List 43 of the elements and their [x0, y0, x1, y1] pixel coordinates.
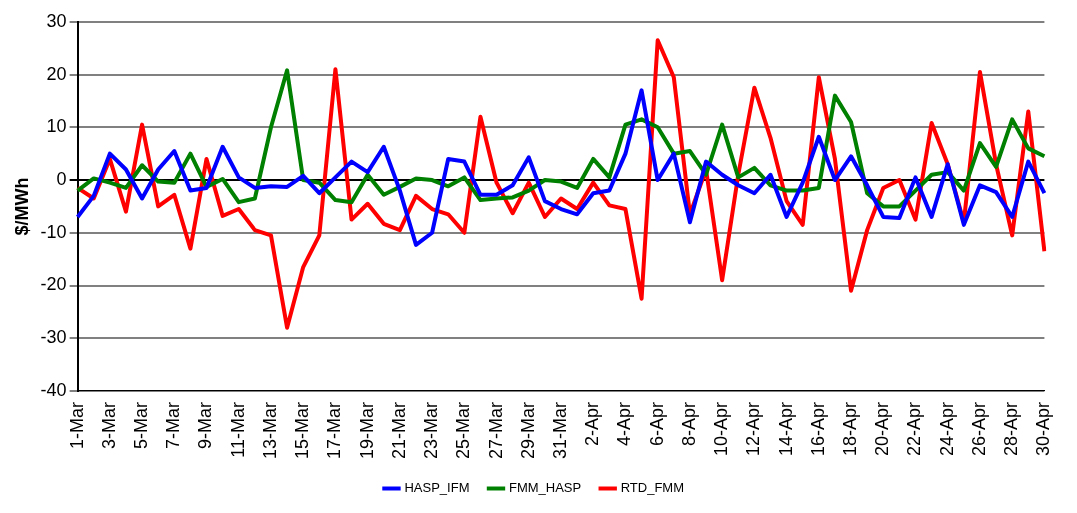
x-tick-label: 22-Apr — [904, 401, 925, 457]
legend-label: FMM_HASP — [508, 480, 582, 496]
x-tick-label: 12-Apr — [743, 401, 764, 457]
y-tick-label: 20 — [46, 63, 67, 84]
x-tick-label: 11-Mar — [227, 401, 248, 458]
y-tick-label: -30 — [40, 327, 67, 348]
y-axis-title: $/MWh — [11, 177, 32, 236]
x-tick-label: 10-Apr — [711, 401, 732, 457]
x-tick-label: 16-Apr — [807, 401, 828, 457]
legend-label: RTD_FMM — [620, 480, 685, 496]
x-tick-label: 9-Mar — [195, 401, 216, 449]
x-tick-label: 8-Apr — [678, 401, 699, 446]
x-tick-label: 30-Apr — [1033, 401, 1054, 457]
x-tick-label: 1-Mar — [66, 401, 87, 449]
y-tick-label: -40 — [40, 379, 67, 400]
x-tick-label: 3-Mar — [98, 401, 119, 449]
y-tick-label: 10 — [46, 116, 67, 137]
x-tick-label: 21-Mar — [388, 401, 409, 459]
x-tick-label: 13-Mar — [259, 401, 280, 459]
y-tick-label: -10 — [40, 221, 67, 242]
x-tick-label: 2-Apr — [582, 401, 603, 446]
x-tick-label: 25-Mar — [453, 401, 474, 459]
x-tick-label: 15-Mar — [292, 401, 313, 459]
x-tick-label: 29-Mar — [517, 401, 538, 459]
x-tick-label: 31-Mar — [549, 401, 570, 459]
x-tick-label: 28-Apr — [1001, 401, 1022, 457]
x-tick-label: 24-Apr — [936, 401, 957, 457]
x-tick-label: 14-Apr — [775, 401, 796, 457]
x-tick-label: 4-Apr — [614, 401, 635, 446]
x-tick-label: 19-Mar — [356, 401, 377, 459]
x-tick-label: 23-Mar — [421, 401, 442, 459]
x-tick-label: 26-Apr — [968, 401, 989, 457]
y-tick-label: 0 — [56, 168, 67, 189]
x-tick-label: 20-Apr — [872, 401, 893, 457]
x-tick-label: 7-Mar — [163, 401, 184, 449]
y-tick-label: -20 — [40, 274, 67, 295]
legend-label: HASP_IFM — [404, 480, 470, 496]
x-tick-label: 17-Mar — [324, 401, 345, 459]
x-tick-label: 27-Mar — [485, 401, 506, 459]
y-tick-label: 30 — [46, 10, 67, 31]
x-tick-label: 18-Apr — [840, 401, 861, 457]
x-tick-label: 5-Mar — [131, 401, 152, 449]
x-tick-label: 6-Apr — [646, 401, 667, 446]
